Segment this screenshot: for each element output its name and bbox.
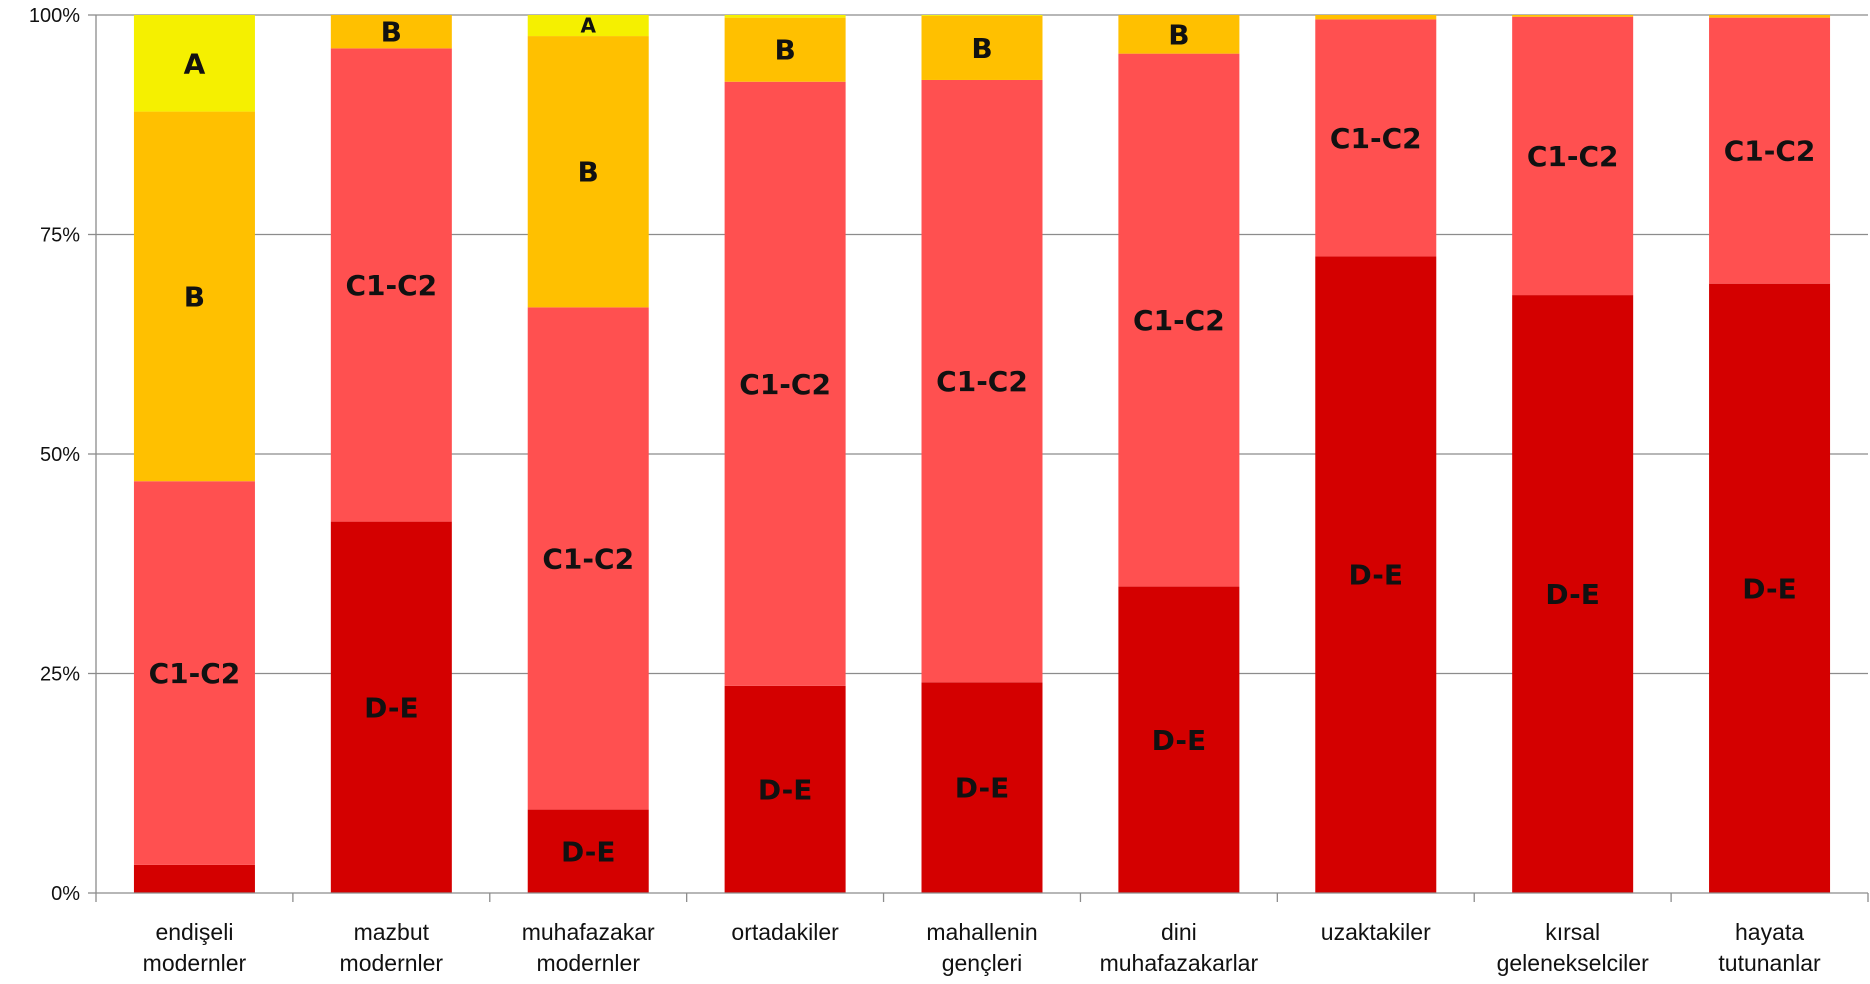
- bar-segment-label: D-E: [1742, 572, 1797, 605]
- bar-segment-d-e: [724, 685, 846, 893]
- bar-segment-b: [1315, 15, 1437, 20]
- bar-segment-c1-c2: [1315, 19, 1437, 257]
- bar-segment-label: A: [184, 47, 206, 80]
- y-tick-label: 0%: [51, 883, 80, 905]
- bar-segment-label: C1-C2: [1724, 135, 1816, 168]
- bar-segment-label: C1-C2: [936, 365, 1028, 398]
- bar-segment-label: D-E: [1545, 578, 1600, 611]
- bar-segment-d-e: [921, 682, 1043, 893]
- bar-segment-c1-c2: [724, 81, 846, 686]
- bar-segment-b: [1118, 15, 1240, 54]
- bar-segment-label: C1-C2: [1133, 304, 1225, 337]
- bar-segment-label: C1-C2: [1527, 140, 1619, 173]
- bar-segment-label: B: [971, 32, 992, 65]
- bar-segment-label: C1-C2: [1330, 122, 1422, 155]
- bar-segment-c1-c2: [527, 307, 649, 810]
- bar-segment-b: [527, 36, 649, 308]
- y-tick-label: 50%: [40, 444, 80, 466]
- bars: [133, 15, 1831, 894]
- bar-segment-label: B: [381, 16, 402, 49]
- bar-segment-label: C1-C2: [542, 542, 634, 575]
- x-category-label: mazbut modernler: [340, 919, 444, 976]
- bar-segment-b: [1512, 15, 1634, 17]
- x-category-label: muhafazakar modernler: [522, 919, 655, 976]
- x-category-label: kırsal gelenekselciler: [1497, 919, 1649, 976]
- bar-segment-d-e: [133, 864, 255, 893]
- bar-segment-label: C1-C2: [345, 269, 437, 302]
- bar-segment-b: [133, 111, 255, 482]
- bar-segment-b: [1709, 15, 1831, 18]
- bar-segment-label: D-E: [561, 835, 616, 868]
- bar-segment-d-e: [1512, 295, 1634, 893]
- bar-segment-d-e: [1118, 586, 1240, 893]
- y-tick-label: 100%: [29, 5, 80, 27]
- bar-segment-label: D-E: [1152, 724, 1207, 757]
- bar-segment-d-e: [1315, 256, 1437, 893]
- bar-segment-b: [330, 15, 452, 49]
- y-tick-label: 75%: [40, 225, 80, 247]
- axes: [88, 14, 1869, 902]
- bar-segment-label: D-E: [1349, 559, 1404, 592]
- bar-segment-label: B: [184, 280, 205, 313]
- y-tick-labels: 0% 25% 50% 75% 100%: [29, 5, 80, 905]
- bar-segment-label: D-E: [955, 772, 1010, 805]
- x-category-label: ortadakiler: [731, 919, 839, 945]
- bar-segment-c1-c2: [133, 481, 255, 865]
- bar-segment-c1-c2: [1709, 17, 1831, 284]
- bar-segment-label: B: [774, 34, 795, 67]
- bar-segment-b: [724, 17, 846, 82]
- bar-segment-a: [724, 15, 846, 18]
- bar-segment-label: B: [578, 156, 599, 189]
- x-category-labels: endişeli modernler mazbut modernler muhafaza…: [143, 919, 1821, 976]
- x-category-label: mahallenin gençleri: [926, 919, 1037, 976]
- segment-labels: C1-C2 B A D-E C1-C2 B D-E C1-C2 B A D-E C1-C2 B D-E C1…: [149, 14, 1816, 869]
- bar-segment-a: [527, 15, 649, 37]
- bar-segment-c1-c2: [330, 48, 452, 522]
- bar-segment-a: [133, 15, 255, 112]
- bar-segment-c1-c2: [1118, 53, 1240, 587]
- bar-segment-a: [921, 15, 1043, 16]
- bar-segment-label: A: [580, 14, 596, 38]
- bar-segment-label: C1-C2: [149, 657, 241, 690]
- bar-segment-d-e: [1709, 283, 1831, 894]
- x-category-label: uzaktakiler: [1321, 919, 1431, 945]
- y-tick-label: 25%: [40, 664, 80, 686]
- bar-segment-b: [921, 15, 1043, 80]
- bar-segment-d-e: [527, 809, 649, 893]
- bar-segment-label: B: [1168, 18, 1189, 51]
- bar-segment-c1-c2: [1512, 16, 1634, 296]
- bar-segment-label: C1-C2: [739, 368, 831, 401]
- x-category-label: hayata tutunanlar: [1718, 919, 1821, 976]
- bar-segment-c1-c2: [921, 79, 1043, 683]
- bar-segment-label: D-E: [758, 773, 813, 806]
- x-category-label: dini muhafazakarlar: [1100, 919, 1259, 976]
- x-category-label: endişeli modernler: [143, 919, 247, 976]
- bar-segment-d-e: [330, 521, 452, 893]
- bar-segment-label: D-E: [364, 691, 419, 724]
